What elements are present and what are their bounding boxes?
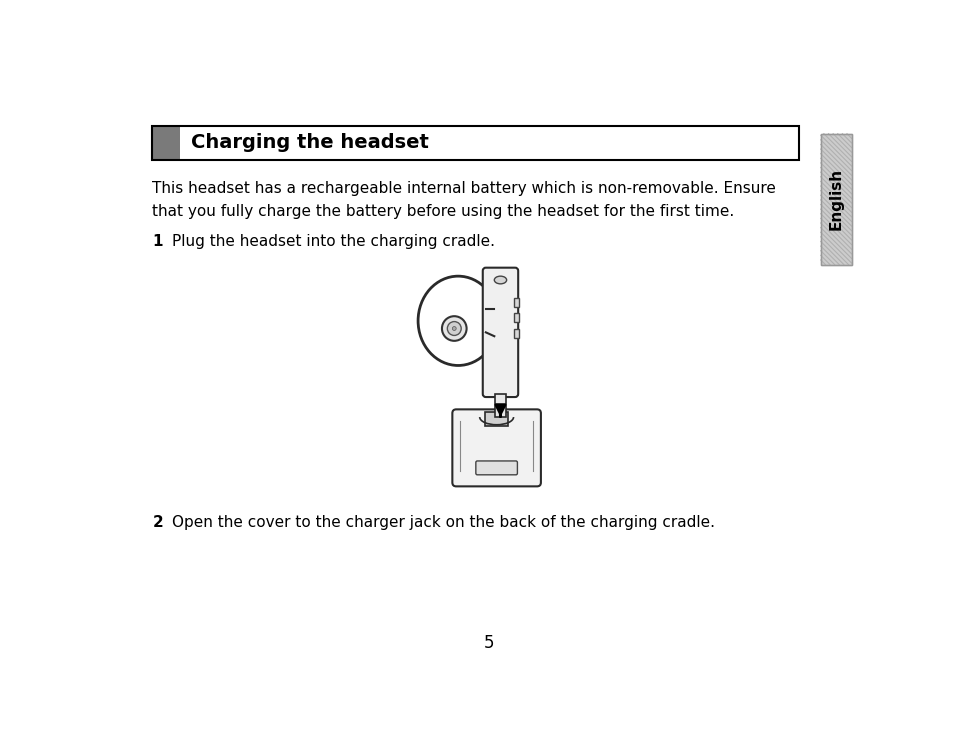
Bar bbox=[820, 134, 851, 265]
Bar bbox=[484, 412, 508, 425]
Text: 5: 5 bbox=[483, 634, 494, 652]
Ellipse shape bbox=[494, 276, 506, 284]
Text: Open the cover to the charger jack on the back of the charging cradle.: Open the cover to the charger jack on th… bbox=[172, 515, 714, 530]
Text: English: English bbox=[828, 168, 842, 230]
Ellipse shape bbox=[452, 326, 456, 330]
FancyBboxPatch shape bbox=[482, 268, 517, 397]
Bar bbox=[180, 126, 799, 160]
Text: Charging the headset: Charging the headset bbox=[191, 134, 428, 152]
Bar bbox=[152, 126, 799, 160]
Bar bbox=[495, 394, 505, 417]
Text: 1: 1 bbox=[152, 234, 163, 249]
Text: This headset has a rechargeable internal battery which is non-removable. Ensure
: This headset has a rechargeable internal… bbox=[152, 182, 776, 219]
FancyBboxPatch shape bbox=[476, 461, 517, 475]
Bar bbox=[820, 134, 851, 265]
Text: Plug the headset into the charging cradle.: Plug the headset into the charging cradl… bbox=[172, 234, 495, 249]
Ellipse shape bbox=[441, 316, 466, 341]
Ellipse shape bbox=[447, 321, 460, 335]
Bar bbox=[513, 329, 518, 338]
Bar bbox=[513, 313, 518, 322]
Text: 2: 2 bbox=[152, 515, 163, 530]
Bar bbox=[152, 126, 180, 160]
Bar bbox=[513, 298, 518, 307]
FancyBboxPatch shape bbox=[452, 410, 540, 486]
